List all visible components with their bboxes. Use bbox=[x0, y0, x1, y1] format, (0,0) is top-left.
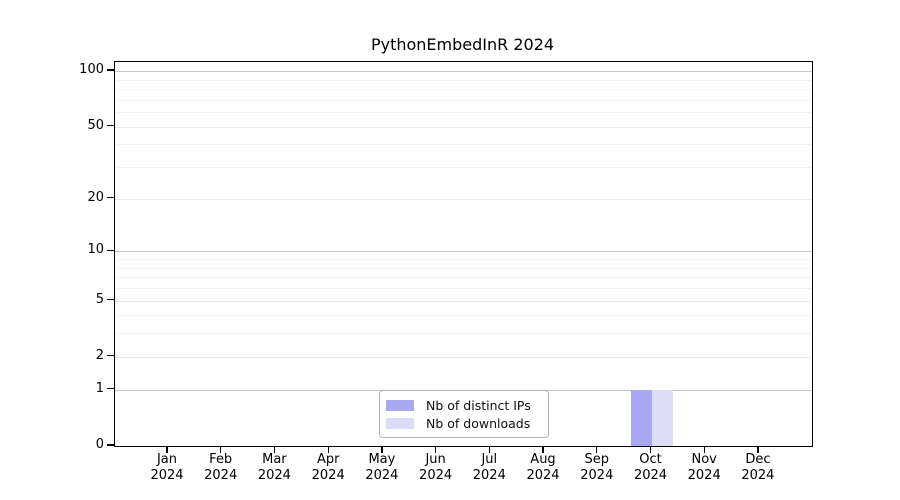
gridline-y-9 bbox=[115, 259, 812, 260]
y-axis-tick-20 bbox=[107, 197, 114, 199]
y-axis-tick-100 bbox=[107, 69, 114, 71]
y-tick-label-100: 100 bbox=[79, 62, 104, 78]
y-tick-label-10: 10 bbox=[87, 242, 104, 258]
gridline-y-50 bbox=[115, 126, 812, 128]
y-tick-label-2: 2 bbox=[95, 347, 104, 363]
gridline-y-2 bbox=[115, 356, 812, 358]
legend-entry-0: Nb of distinct IPs bbox=[386, 396, 540, 414]
x-tick-label-nov: Nov 2024 bbox=[687, 452, 721, 483]
x-axis-tick-may bbox=[381, 446, 383, 453]
x-tick-label-sep: Sep 2024 bbox=[580, 452, 614, 483]
gridline-y-20 bbox=[115, 198, 812, 200]
gridline-y-30 bbox=[115, 167, 812, 169]
gridline-y-60 bbox=[115, 112, 812, 114]
x-axis-tick-nov bbox=[703, 446, 705, 453]
x-axis-tick-sep bbox=[596, 446, 598, 453]
y-tick-label-50: 50 bbox=[87, 117, 104, 133]
legend-box: Nb of distinct IPs Nb of downloads bbox=[379, 390, 549, 438]
x-tick-label-aug: Aug 2024 bbox=[526, 452, 560, 483]
x-axis-tick-feb bbox=[220, 446, 222, 453]
x-tick-label-dec: Dec 2024 bbox=[741, 452, 775, 483]
legend-entry-1: Nb of downloads bbox=[386, 414, 540, 432]
gridline-y-80 bbox=[115, 89, 812, 90]
legend-swatch-icon bbox=[386, 399, 414, 411]
y-axis-tick-2 bbox=[107, 355, 114, 357]
x-axis-tick-dec bbox=[757, 446, 759, 453]
gridline-y-5 bbox=[115, 300, 812, 302]
y-tick-label-0: 0 bbox=[95, 437, 104, 452]
bar-oct-series-0 bbox=[630, 389, 652, 446]
y-tick-label-5: 5 bbox=[95, 291, 104, 307]
gridline-y-3 bbox=[115, 333, 812, 335]
y-tick-label-1: 1 bbox=[95, 380, 104, 396]
x-tick-label-jan: Jan 2024 bbox=[150, 452, 184, 483]
y-axis-tick-5 bbox=[107, 298, 114, 301]
y-axis-tick-50 bbox=[107, 124, 114, 127]
x-tick-label-may: May 2024 bbox=[365, 452, 399, 483]
gridline-y-6 bbox=[115, 287, 812, 289]
y-axis-tick-1 bbox=[107, 388, 114, 390]
gridline-y-70 bbox=[115, 99, 812, 101]
y-axis-tick-10 bbox=[107, 249, 114, 251]
x-axis-tick-jul bbox=[488, 446, 490, 453]
x-axis-tick-mar bbox=[273, 446, 276, 453]
gridline-y-7 bbox=[115, 277, 812, 279]
legend-label: Nb of downloads bbox=[426, 415, 531, 431]
y-tick-label-20: 20 bbox=[87, 189, 104, 205]
gridline-y-100 bbox=[115, 71, 812, 73]
x-axis-tick-jun bbox=[434, 446, 437, 453]
x-tick-label-feb: Feb 2024 bbox=[204, 452, 238, 483]
x-tick-label-jul: Jul 2024 bbox=[472, 452, 506, 483]
plot-area: Nb of distinct IPs Nb of downloads bbox=[114, 61, 813, 447]
gridline-y-4 bbox=[115, 315, 812, 317]
x-tick-label-oct: Oct 2024 bbox=[633, 452, 668, 483]
chart-title: PythonEmbedInR 2024 bbox=[370, 35, 555, 54]
legend-swatch-icon bbox=[386, 417, 414, 429]
x-tick-label-apr: Apr 2024 bbox=[311, 452, 345, 483]
x-axis-tick-apr bbox=[327, 446, 329, 453]
bar-oct-series-1 bbox=[651, 389, 673, 446]
gridline-y-40 bbox=[115, 144, 812, 146]
y-axis-tick-0 bbox=[107, 444, 114, 446]
x-tick-label-mar: Mar 2024 bbox=[257, 452, 291, 483]
gridline-y-8 bbox=[115, 267, 812, 269]
x-axis-tick-oct bbox=[649, 446, 652, 453]
x-axis-tick-jan bbox=[166, 446, 168, 453]
gridline-y-90 bbox=[115, 79, 812, 81]
x-axis-tick-aug bbox=[542, 446, 544, 453]
legend-label: Nb of distinct IPs bbox=[426, 397, 531, 413]
gridline-y-10 bbox=[115, 251, 812, 253]
x-tick-label-jun: Jun 2024 bbox=[419, 452, 453, 483]
